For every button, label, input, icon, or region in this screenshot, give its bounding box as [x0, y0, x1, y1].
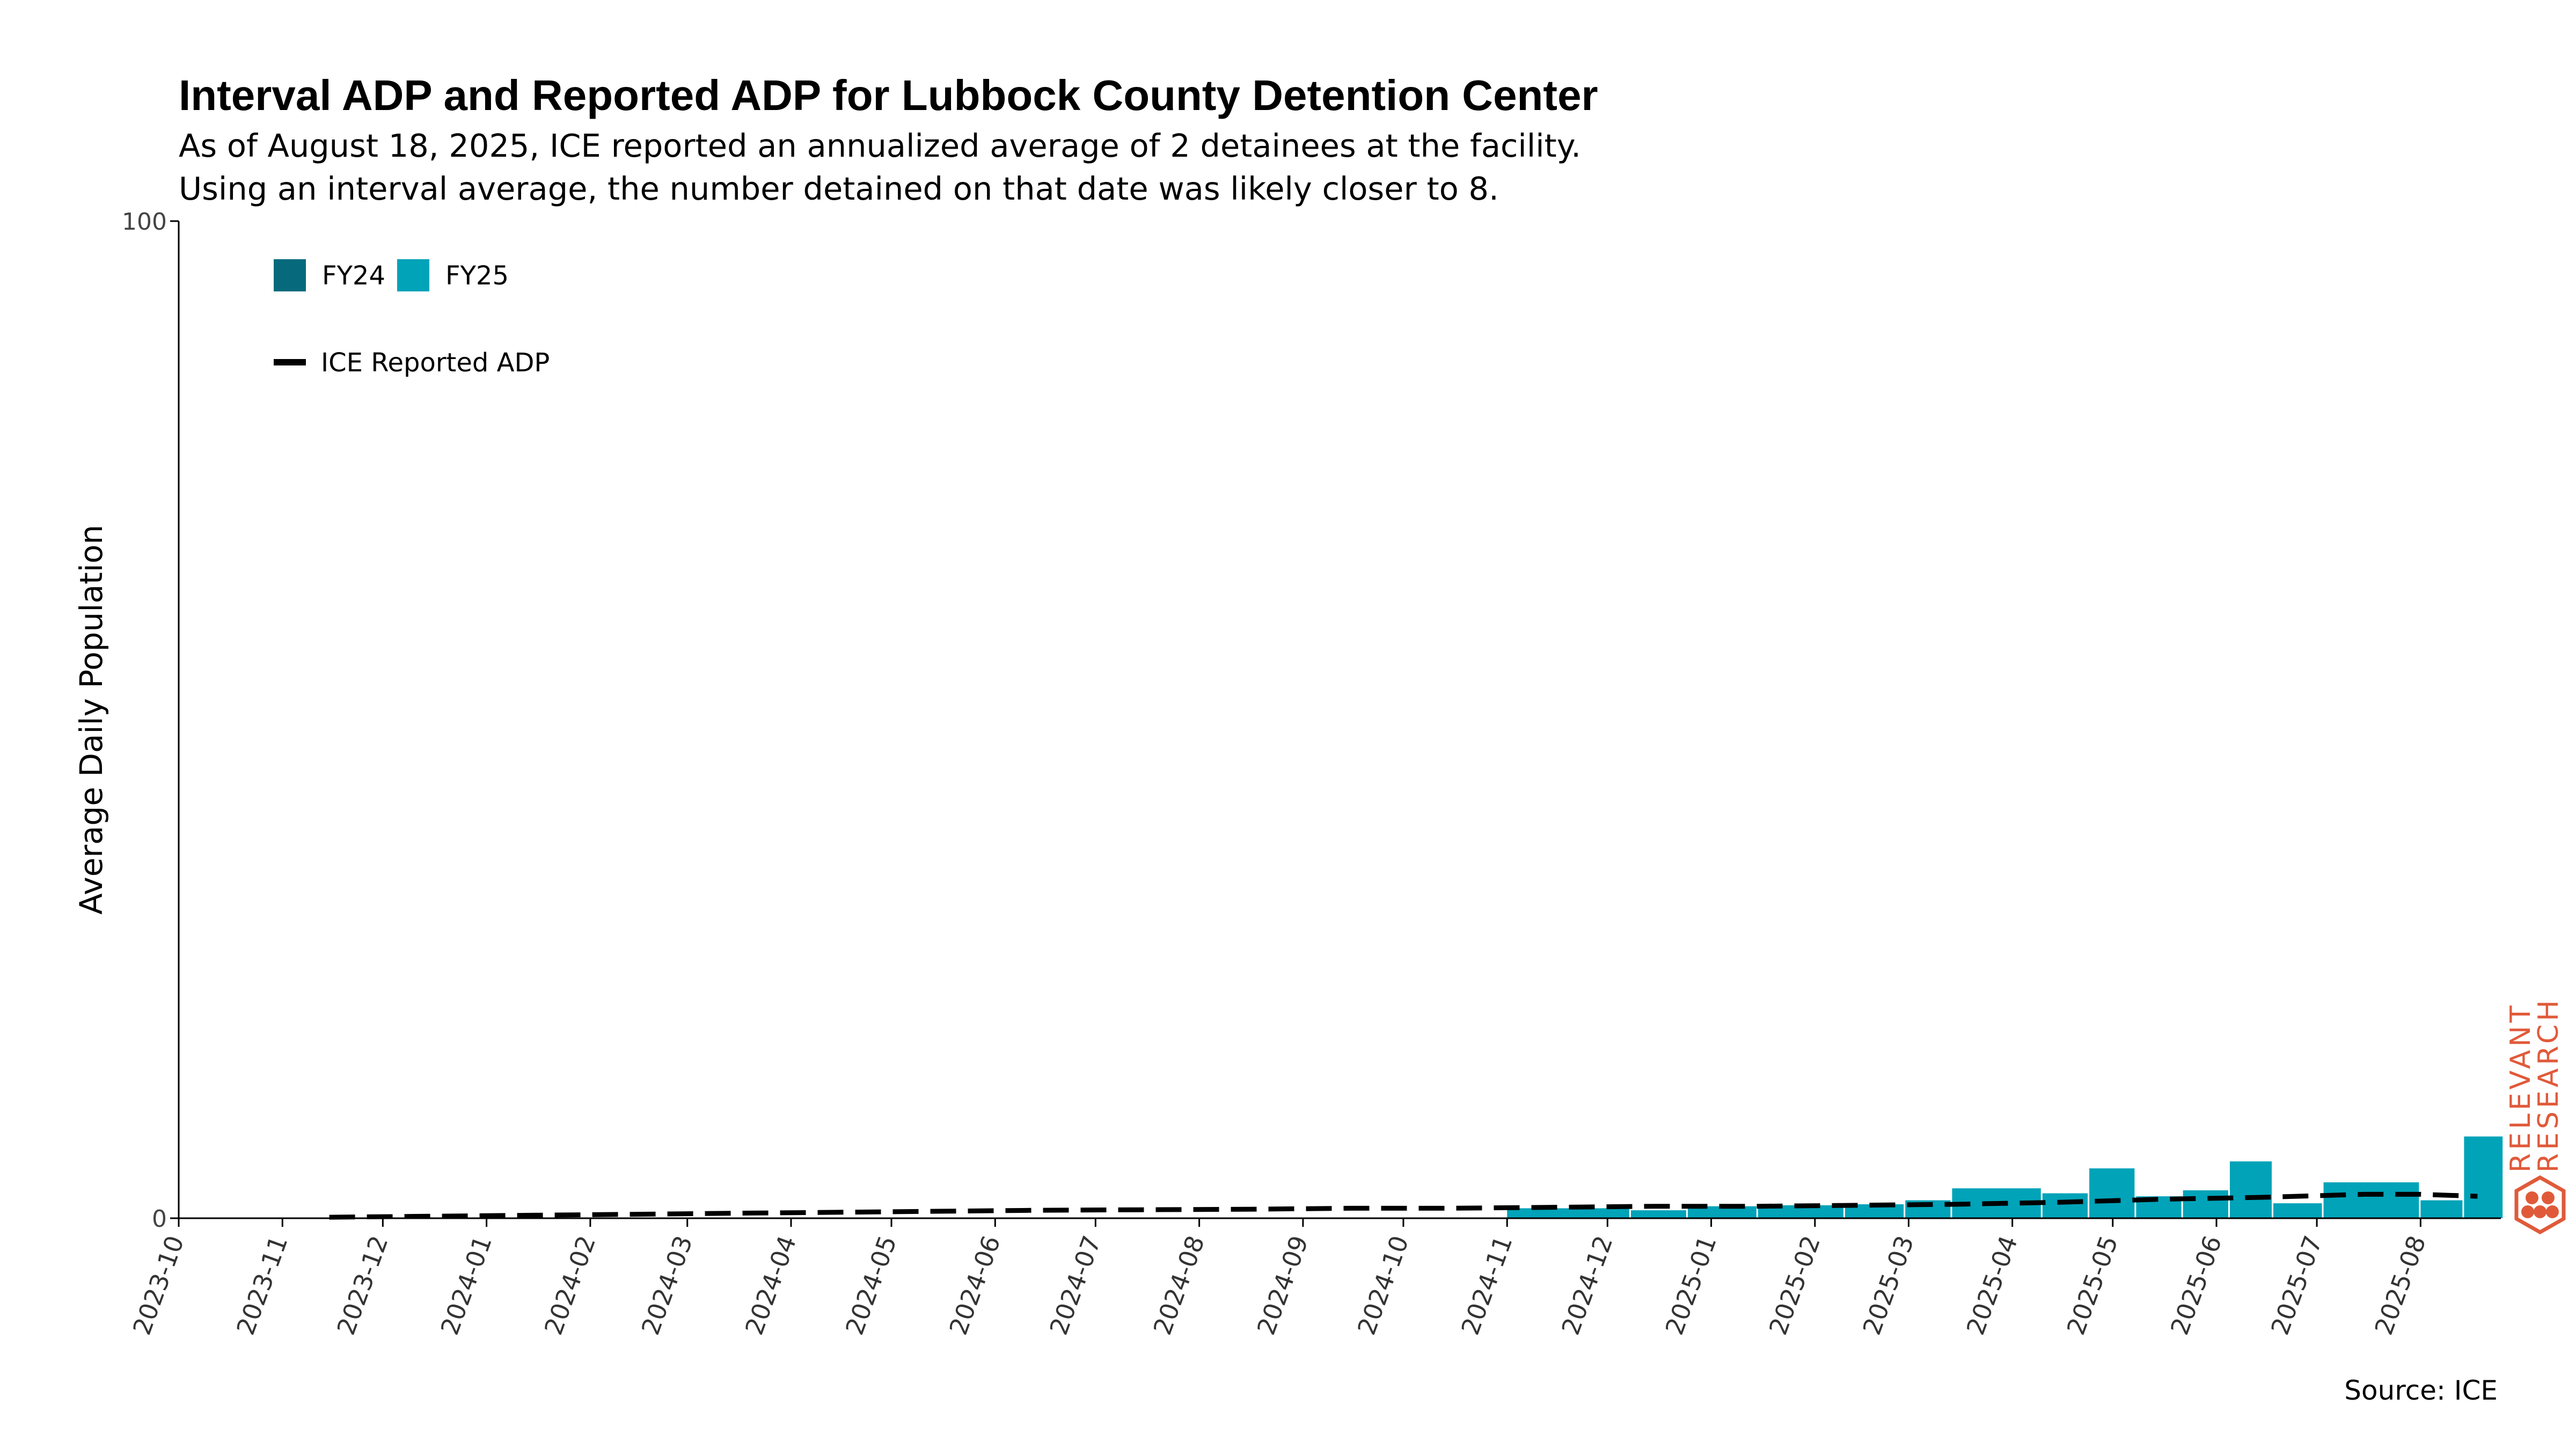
x-tick-label-2025-05: 2025-05 — [2061, 1232, 2124, 1338]
hexagon-logo-icon — [2514, 1175, 2566, 1234]
chart-title: Interval ADP and Reported ADP for Lubboc… — [179, 71, 1598, 119]
legend-label-ice-reported-adp: ICE Reported ADP — [321, 348, 550, 378]
y-tick-label-0: 0 — [152, 1205, 167, 1233]
bar-fy25-13 — [2323, 1182, 2419, 1218]
subtitle-line-2: Using an interval average, the number de… — [179, 170, 1499, 207]
bar-fy25-7 — [2042, 1193, 2088, 1218]
x-tick-label-2024-06: 2024-06 — [943, 1232, 1006, 1338]
x-tick-label-2024-07: 2024-07 — [1044, 1232, 1106, 1338]
x-tick-label-2025-01: 2025-01 — [1659, 1232, 1722, 1338]
chart-subtitle: As of August 18, 2025, ICE reported an a… — [179, 125, 1581, 210]
x-tick-label-2023-10: 2023-10 — [127, 1232, 189, 1338]
x-tick-label-2025-03: 2025-03 — [1857, 1232, 1919, 1338]
source-note: Source: ICE — [2344, 1375, 2498, 1406]
x-tick-label-2024-04: 2024-04 — [740, 1232, 802, 1338]
bar-fy25-11 — [2229, 1161, 2272, 1218]
x-tick-label-2024-11: 2024-11 — [1455, 1232, 1518, 1338]
x-tick-label-2024-08: 2024-08 — [1147, 1232, 1210, 1338]
legend-label-fy25: FY25 — [445, 261, 509, 291]
bar-fy25-0 — [1507, 1208, 1629, 1218]
x-tick-label-2024-02: 2024-02 — [539, 1232, 601, 1338]
bar-fy25-15 — [2464, 1136, 2503, 1218]
brand-line-1: RELEVANT — [2505, 1002, 2537, 1173]
x-tick-label-2024-10: 2024-10 — [1352, 1232, 1414, 1338]
y-axis-label: Average Daily Population — [73, 525, 109, 915]
x-tick-label-2023-11: 2023-11 — [231, 1232, 293, 1338]
legend-swatch-fy24 — [274, 259, 306, 291]
brand-line-2: RESEARCH — [2533, 997, 2565, 1173]
x-tick-label-2024-12: 2024-12 — [1556, 1232, 1618, 1338]
legend-label-fy24: FY24 — [322, 261, 385, 291]
x-tick-label-2024-05: 2024-05 — [840, 1232, 902, 1338]
x-tick-label-2025-06: 2025-06 — [2165, 1232, 2227, 1338]
x-tick-label-2025-07: 2025-07 — [2265, 1232, 2328, 1338]
x-tick-label-2025-02: 2025-02 — [1763, 1232, 1826, 1338]
reported-adp-line — [329, 1191, 2478, 1220]
x-tick-label-2025-08: 2025-08 — [2369, 1232, 2431, 1338]
x-tick-label-2025-04: 2025-04 — [1961, 1232, 2023, 1338]
relevant-research-logo: RELEVANT RESEARCH — [2505, 987, 2576, 1234]
bar-fy25-14 — [2420, 1200, 2463, 1218]
x-tick-label-2024-01: 2024-01 — [435, 1232, 497, 1338]
bar-fy25-10 — [2183, 1190, 2228, 1218]
y-tick-label-100: 100 — [122, 208, 167, 236]
x-tick-label-2024-03: 2024-03 — [636, 1232, 698, 1338]
legend-swatch-fy25 — [397, 259, 429, 291]
subtitle-line-1: As of August 18, 2025, ICE reported an a… — [179, 127, 1581, 164]
bar-fy25-1 — [1630, 1210, 1686, 1218]
bar-fy25-2 — [1687, 1206, 1757, 1218]
bar-fy25-8 — [2089, 1168, 2135, 1218]
x-tick-label-2024-09: 2024-09 — [1252, 1232, 1314, 1338]
x-tick-label-2023-12: 2023-12 — [331, 1232, 393, 1338]
bar-fy25-12 — [2273, 1203, 2322, 1218]
